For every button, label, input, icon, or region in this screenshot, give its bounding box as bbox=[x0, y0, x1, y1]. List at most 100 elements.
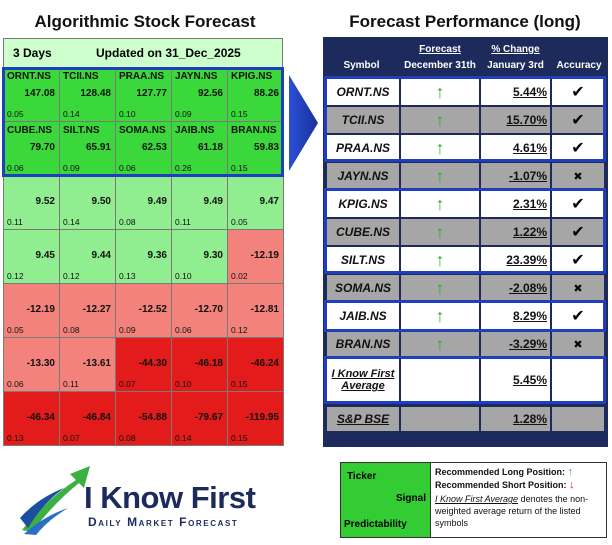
legend: Ticker Signal Predictability Recommended… bbox=[340, 462, 607, 538]
predictability: 0.10 bbox=[119, 109, 136, 119]
change-cell: 1.22% bbox=[480, 218, 551, 246]
grid-cell: -46.24 0.15 bbox=[228, 338, 284, 392]
grid-cell: 9.52 0.11 bbox=[4, 176, 60, 230]
right-title: Forecast Performance (long) bbox=[349, 12, 581, 31]
header-forecast-date: December 31th bbox=[404, 60, 476, 71]
grid-cell: 9.50 0.14 bbox=[60, 176, 116, 230]
predictability: 0.06 bbox=[119, 163, 136, 173]
predictability: 0.12 bbox=[231, 325, 248, 335]
predictability: 0.09 bbox=[63, 163, 80, 173]
accuracy-cell: ✔ bbox=[551, 106, 605, 134]
accurate-box bbox=[324, 188, 606, 274]
legend-short: Recommended Short Position: ↓ bbox=[435, 479, 575, 491]
predictability: 0.05 bbox=[7, 325, 24, 335]
predictability: 0.14 bbox=[175, 433, 192, 443]
signal: 9.30 bbox=[203, 250, 223, 261]
logo-icon bbox=[20, 466, 90, 535]
ticker: BRAN.NS bbox=[231, 125, 277, 136]
change-cell: 2.31% bbox=[480, 190, 551, 218]
grid-cell: 9.36 0.13 bbox=[116, 230, 172, 284]
forecast-cell: ↑ bbox=[400, 106, 480, 134]
predictability: 0.07 bbox=[63, 433, 80, 443]
predictability: 0.14 bbox=[63, 217, 80, 227]
grid-cell: -46.18 0.10 bbox=[172, 338, 228, 392]
signal: 9.47 bbox=[259, 196, 279, 207]
grid-cell: SILT.NS 65.91 0.09 bbox=[60, 122, 116, 176]
predictability: 0.15 bbox=[231, 109, 248, 119]
forecast-cell bbox=[400, 406, 480, 432]
grid-cell: -12.27 0.08 bbox=[60, 284, 116, 338]
accuracy-cell: ✔ bbox=[551, 218, 605, 246]
signal: 9.36 bbox=[147, 250, 167, 261]
signal: 59.83 bbox=[253, 142, 279, 153]
signal: -79.67 bbox=[194, 412, 223, 423]
change-cell: 15.70% bbox=[480, 106, 551, 134]
predictability: 0.06 bbox=[7, 163, 24, 173]
predictability: 0.11 bbox=[7, 217, 23, 227]
signal: 62.53 bbox=[141, 142, 167, 153]
signal: 65.91 bbox=[85, 142, 111, 153]
predictability: 0.06 bbox=[175, 325, 192, 335]
signal: -12.70 bbox=[194, 304, 223, 315]
ticker: JAYN.NS bbox=[175, 71, 218, 82]
signal: -13.30 bbox=[26, 358, 55, 369]
signal: -46.18 bbox=[194, 358, 223, 369]
forecast-cell: ↑ bbox=[400, 78, 480, 106]
predictability: 0.08 bbox=[119, 217, 136, 227]
grid-cell: 9.45 0.12 bbox=[4, 230, 60, 284]
header-forecast: Forecast bbox=[419, 44, 461, 55]
signal: 9.49 bbox=[147, 196, 167, 207]
logo-arrow bbox=[22, 466, 90, 532]
signal: -13.61 bbox=[82, 358, 111, 369]
legend-note-text: denotes the non-weighted average return … bbox=[435, 494, 589, 528]
signal: 9.52 bbox=[35, 196, 55, 207]
signal: 9.49 bbox=[203, 196, 223, 207]
grid-cell: -13.61 0.11 bbox=[60, 338, 116, 392]
change-cell: 4.61% bbox=[480, 134, 551, 162]
grid-cell: JAYN.NS 92.56 0.09 bbox=[172, 68, 228, 122]
grid-cell: 9.49 0.11 bbox=[172, 176, 228, 230]
grid-cell: -12.19 0.05 bbox=[4, 284, 60, 338]
signal: 9.45 bbox=[35, 250, 55, 261]
chevron-shape bbox=[289, 75, 318, 171]
grid-cell: -54.88 0.08 bbox=[116, 392, 172, 446]
grid-cell: TCII.NS 128.48 0.14 bbox=[60, 68, 116, 122]
left-title: Algorithmic Stock Forecast bbox=[34, 12, 256, 31]
predictability: 0.26 bbox=[175, 163, 192, 173]
grid-cell: CUBE.NS 79.70 0.06 bbox=[4, 122, 60, 176]
logo-swoosh bbox=[24, 508, 68, 535]
signal: -46.24 bbox=[250, 358, 279, 369]
predictability: 0.15 bbox=[231, 433, 248, 443]
signal: 79.70 bbox=[29, 142, 55, 153]
grid-cell: KPIG.NS 88.26 0.15 bbox=[228, 68, 284, 122]
ticker: SILT.NS bbox=[63, 125, 100, 136]
predictability: 0.13 bbox=[7, 433, 24, 443]
grid-cell: -13.30 0.06 bbox=[4, 338, 60, 392]
signal: 88.26 bbox=[253, 88, 279, 99]
predictability: 0.11 bbox=[63, 379, 79, 389]
signal: 147.08 bbox=[24, 88, 55, 99]
legend-cell: Ticker Signal Predictability bbox=[341, 463, 431, 537]
ticker: KPIG.NS bbox=[231, 71, 273, 82]
predictability: 0.10 bbox=[175, 271, 192, 281]
predictability: 0.15 bbox=[231, 163, 248, 173]
grid-cell: -12.81 0.12 bbox=[228, 284, 284, 338]
predictability: 0.05 bbox=[7, 109, 24, 119]
signal: -54.88 bbox=[138, 412, 167, 423]
predictability: 0.11 bbox=[175, 217, 191, 227]
symbol-cell: CUBE.NS bbox=[326, 218, 400, 246]
legend-short-arrow: ↓ bbox=[569, 479, 575, 491]
grid-cell: 9.49 0.08 bbox=[116, 176, 172, 230]
symbol-cell: SILT.NS bbox=[326, 246, 400, 274]
legend-long: Recommended Long Position: ↑ bbox=[435, 466, 573, 478]
legend-note-term: I Know First Average bbox=[435, 494, 519, 504]
forecast-cell: ↑ bbox=[400, 218, 480, 246]
grid-cell: -44.30 0.07 bbox=[116, 338, 172, 392]
change-cell: -3.29% bbox=[480, 330, 551, 358]
forecast-cell: ↑ bbox=[400, 330, 480, 358]
predictability: 0.08 bbox=[119, 433, 136, 443]
predictability: 0.07 bbox=[119, 379, 136, 389]
ticker: ORNT.NS bbox=[7, 71, 51, 82]
signal: 9.44 bbox=[91, 250, 111, 261]
logo-tagline: Daily Market Forecast bbox=[88, 515, 239, 529]
